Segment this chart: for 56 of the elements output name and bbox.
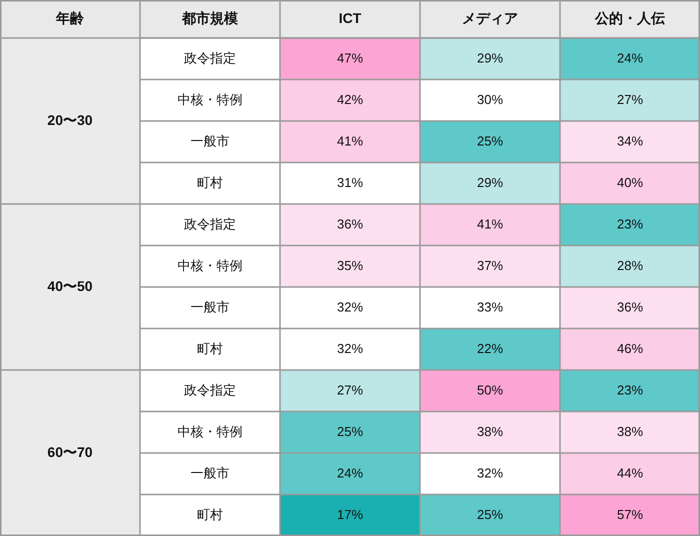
x-tick-label: ICT — [338, 10, 362, 26]
data-label: 23% — [616, 382, 644, 398]
data-label: 37% — [476, 258, 504, 273]
data-label: 38% — [476, 424, 504, 439]
data-label: 30% — [476, 92, 504, 107]
y-tick-label: 町村 — [197, 174, 223, 190]
y-tick-label: 町村 — [197, 506, 223, 522]
y-tick-label: 一般市 — [190, 133, 230, 148]
data-label: 36% — [336, 216, 364, 232]
data-label: 29% — [476, 174, 504, 190]
data-label: 22% — [476, 340, 504, 356]
data-label: 24% — [616, 50, 644, 66]
data-label: 25% — [336, 424, 364, 439]
text: 40〜50 — [47, 278, 93, 294]
data-label: 46% — [616, 340, 644, 356]
data-label: 32% — [336, 340, 364, 356]
data-label: 40% — [616, 174, 644, 190]
text: 60〜70 — [47, 444, 93, 460]
y-tick-label: 中核・特例 — [178, 424, 242, 439]
y-tick-label: 政令指定 — [184, 50, 236, 66]
data-label: 31% — [336, 174, 364, 190]
data-label: 42% — [336, 92, 364, 107]
data-label: 27% — [616, 92, 644, 107]
data-label: 28% — [616, 258, 644, 273]
data-label: 50% — [476, 382, 504, 398]
x-tick-label: 公的・人伝 — [594, 10, 665, 26]
data-label: 25% — [476, 133, 504, 148]
data-label: 27% — [336, 382, 364, 398]
data-label: 35% — [336, 258, 364, 273]
data-label: 34% — [616, 133, 644, 148]
data-label: 57% — [616, 506, 644, 522]
data-label: 41% — [476, 216, 504, 232]
y-tick-label: 町村 — [197, 340, 223, 356]
text: 20〜30 — [47, 112, 93, 128]
y-tick-label: 政令指定 — [184, 216, 236, 232]
data-label: 38% — [616, 424, 644, 439]
data-label: 29% — [476, 50, 504, 66]
y-tick-label: 政令指定 — [184, 382, 236, 398]
y-tick-label: 中核・特例 — [178, 92, 242, 107]
data-label: 23% — [616, 216, 644, 232]
y-tick-label: 一般市 — [190, 299, 230, 314]
text: 都市規模 — [181, 10, 239, 26]
y-tick-label: 一般市 — [190, 465, 230, 480]
y-tick-label: 中核・特例 — [178, 258, 242, 273]
data-label: 25% — [476, 506, 504, 522]
data-label: 32% — [336, 299, 364, 314]
data-label: 41% — [336, 133, 364, 148]
data-label: 33% — [476, 299, 504, 314]
data-label: 24% — [336, 465, 364, 480]
data-label: 17% — [336, 506, 364, 522]
x-tick-label: メディア — [462, 10, 518, 26]
data-label: 47% — [336, 50, 364, 66]
data-label: 44% — [616, 465, 644, 480]
text: 年齢 — [55, 10, 85, 26]
data-label: 32% — [476, 465, 504, 480]
data-label: 36% — [616, 299, 644, 314]
